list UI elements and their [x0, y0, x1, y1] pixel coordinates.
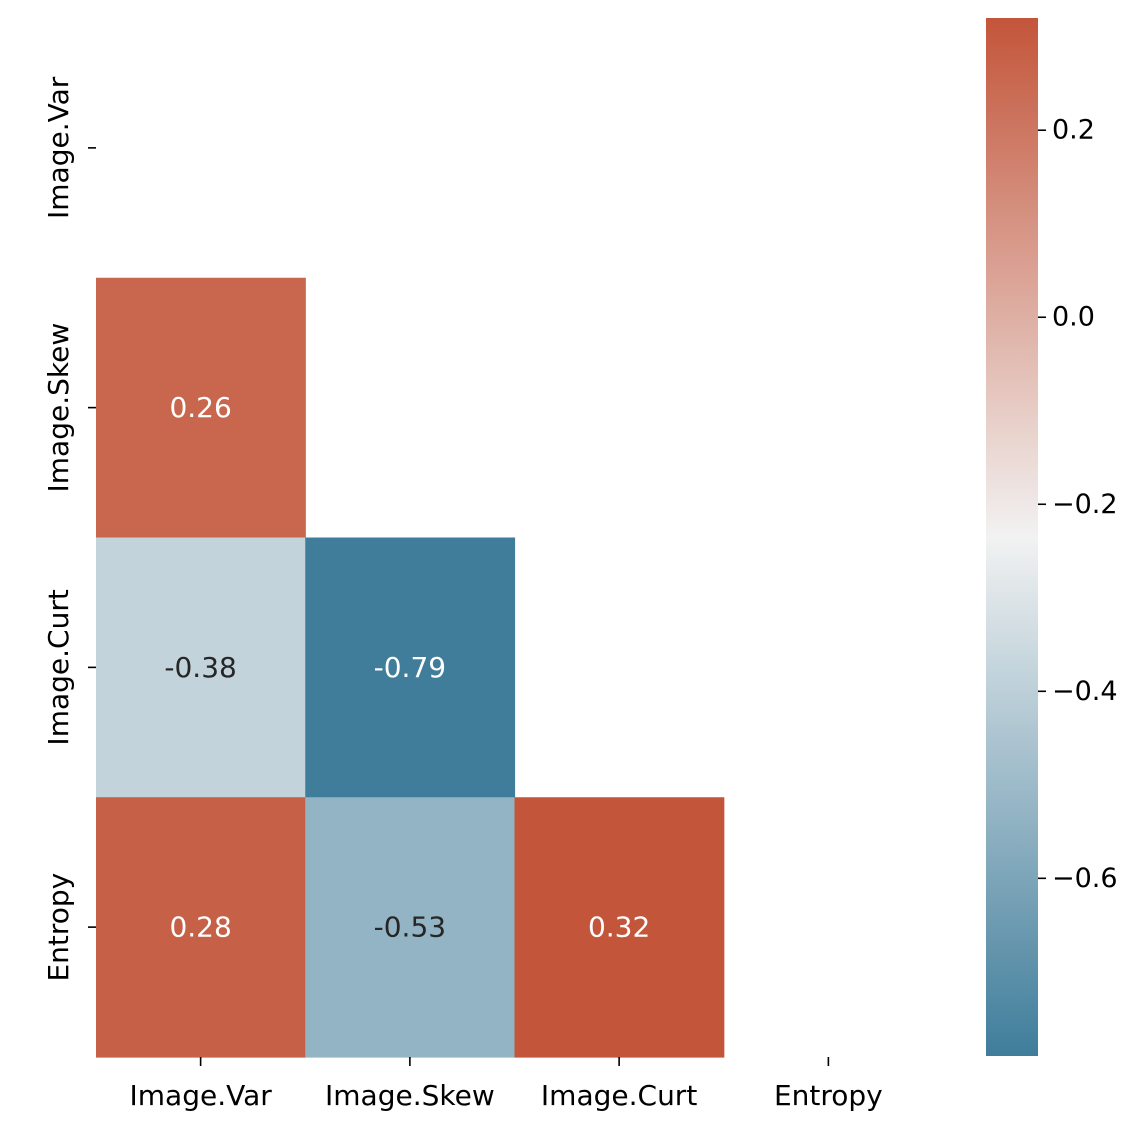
heatmap-cell: [96, 537, 306, 798]
colorbar-tick-label: 0.0: [1052, 302, 1095, 333]
colorbar-tick-label: −0.4: [1052, 676, 1118, 707]
y-tick-label: Image.Curt: [42, 589, 75, 745]
x-tick-label: Image.Skew: [325, 1079, 495, 1112]
cell-value-label: 0.26: [169, 391, 231, 424]
x-tick-label: Entropy: [774, 1079, 883, 1112]
heatmap-cell: [96, 797, 306, 1058]
y-tick-label: Image.Skew: [42, 323, 75, 493]
heatmap-cell: [96, 277, 306, 539]
cell-value-label: 0.28: [169, 911, 231, 944]
heatmap-cells: 0.26 -0.38 -0.79 0.28 -0.53 0.32: [96, 277, 725, 1058]
x-axis: Image.Var Image.Skew Image.Curt Entropy: [130, 1057, 883, 1112]
x-tick-label: Image.Var: [130, 1079, 273, 1112]
y-tick-label: Entropy: [42, 873, 75, 982]
colorbar-tick-label: −0.6: [1052, 863, 1118, 894]
cell-value-label: -0.79: [374, 651, 446, 684]
x-tick-label: Image.Curt: [541, 1079, 697, 1112]
colorbar: 0.2 0.0 −0.2 −0.4 −0.6: [986, 18, 1118, 1056]
y-tick-label: Image.Var: [42, 76, 75, 219]
colorbar-tick-label: −0.2: [1052, 489, 1118, 520]
colorbar-gradient: [986, 18, 1038, 1056]
colorbar-tick-label: 0.2: [1052, 115, 1095, 146]
heatmap-cell: [514, 797, 725, 1058]
y-axis: Image.Var Image.Skew Image.Curt Entropy: [42, 76, 96, 982]
cell-value-label: -0.53: [374, 911, 446, 944]
cell-value-label: 0.32: [588, 911, 650, 944]
heatmap-cell: [305, 797, 516, 1058]
cell-value-label: -0.38: [164, 651, 236, 684]
heatmap-cell: [305, 537, 516, 798]
